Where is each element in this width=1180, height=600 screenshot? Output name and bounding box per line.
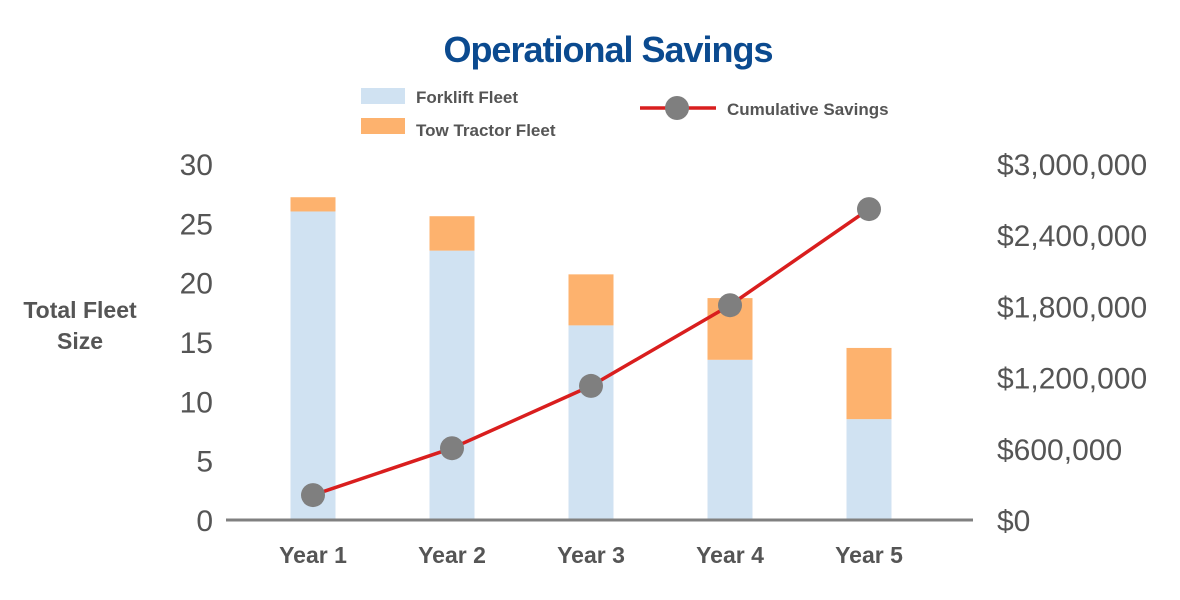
category-label: Year 3 <box>557 542 625 568</box>
bar-forklift-fleet <box>290 211 336 520</box>
bar-tow-tractor-fleet <box>429 216 475 251</box>
y-axis-label-line-2: Size <box>57 328 103 354</box>
category-label: Year 4 <box>696 542 764 568</box>
legend-swatch-forklift-fleet <box>361 88 405 104</box>
cumulative-savings-point <box>718 293 742 318</box>
cumulative-savings-point <box>857 197 881 222</box>
bar-tow-tractor-fleet <box>846 347 892 420</box>
legend-swatch-tow-tractor-fleet <box>361 118 405 134</box>
cumulative-savings-point <box>440 436 464 461</box>
bars <box>290 197 892 521</box>
legend-label-tow-tractor-fleet: Tow Tractor Fleet <box>416 121 556 140</box>
left-tick-label: 25 <box>180 208 213 241</box>
legend-marker-cumulative-savings <box>665 96 689 120</box>
bar-forklift-fleet <box>846 419 892 520</box>
category-label: Year 1 <box>279 542 347 568</box>
bar-forklift-fleet <box>568 325 614 520</box>
left-tick-label: 0 <box>196 505 213 538</box>
right-tick-label: $2,400,000 <box>997 220 1147 253</box>
left-tick-label: 20 <box>180 268 213 301</box>
legend-label-forklift-fleet: Forklift Fleet <box>416 88 518 107</box>
y-axis-label-line-1: Total Fleet <box>23 297 137 323</box>
chart-title: Operational Savings <box>443 29 772 70</box>
right-tick-label: $0 <box>997 505 1030 538</box>
category-label: Year 5 <box>835 542 903 568</box>
legend-label-cumulative-savings: Cumulative Savings <box>727 100 889 119</box>
right-tick-label: $1,800,000 <box>997 291 1147 324</box>
category-labels: Year 1 Year 2 Year 3 Year 4 Year 5 <box>279 542 903 568</box>
left-tick-label: 30 <box>180 149 213 182</box>
right-axis-ticks: $0 $600,000 $1,200,000 $1,800,000 $2,400,000… <box>997 149 1147 538</box>
bar-forklift-fleet <box>429 250 475 521</box>
left-tick-label: 10 <box>180 386 213 419</box>
left-tick-label: 15 <box>180 327 213 360</box>
bar-tow-tractor-fleet <box>568 274 614 326</box>
left-tick-label: 5 <box>196 446 213 479</box>
cumulative-savings-point <box>579 373 603 398</box>
right-tick-label: $600,000 <box>997 434 1122 467</box>
bar-forklift-fleet <box>707 359 753 520</box>
cumulative-savings-series <box>301 197 881 508</box>
bar-tow-tractor-fleet <box>290 197 336 212</box>
y-axis-label: Total Fleet Size <box>23 297 137 354</box>
legend: Forklift Fleet Tow Tractor Fleet Cumulat… <box>361 88 889 140</box>
right-tick-label: $3,000,000 <box>997 149 1147 182</box>
category-label: Year 2 <box>418 542 486 568</box>
right-tick-label: $1,200,000 <box>997 363 1147 396</box>
left-axis-ticks: 0 5 10 15 20 25 30 <box>180 149 213 538</box>
cumulative-savings-point <box>301 483 325 508</box>
